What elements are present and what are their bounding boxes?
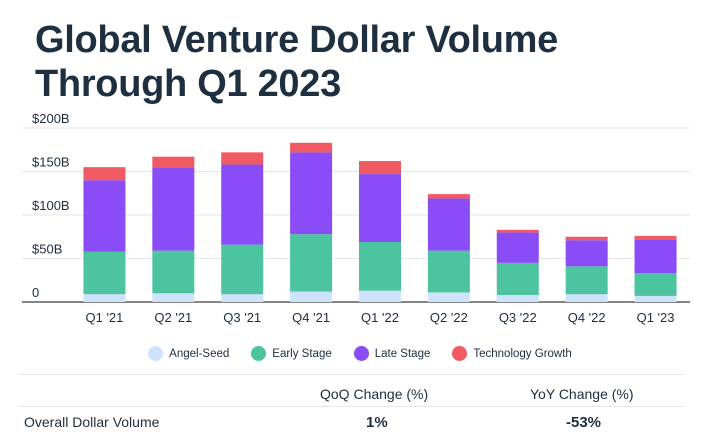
x-tick-label: Q3 '22 [499, 310, 537, 325]
y-axis-ticks: $200B $150B $100B $50B 0 [32, 111, 70, 300]
bar-segment-angel-seed [565, 294, 608, 302]
legend-item-early-stage: Early Stage [251, 346, 332, 361]
x-tick-label: Q4 '21 [292, 310, 330, 325]
legend-swatch-late-stage [353, 346, 369, 361]
y-tick-label: $50B [32, 242, 62, 257]
bar-segment-angel-seed [634, 295, 677, 302]
legend-label-angel-seed: Angel-Seed [169, 347, 230, 360]
legend-label-early-stage: Early Stage [272, 347, 332, 360]
legend-swatch-early-stage [251, 346, 267, 361]
bar-segment-late-stage [359, 174, 401, 242]
bar-segment-angel-seed [152, 293, 195, 302]
x-tick-label: Q2 '21 [154, 310, 192, 325]
x-tick-label: Q4 '22 [568, 310, 606, 325]
legend-swatch-technology-growth [452, 346, 468, 361]
table-row-label: Overall Dollar Volume [24, 414, 160, 430]
bar-segment-technology-growth [634, 235, 677, 240]
bar-segment-late-stage [427, 198, 470, 251]
bar-segment-technology-growth [427, 194, 470, 199]
x-tick-label: Q3 '21 [223, 310, 261, 325]
x-axis-ticks: Q1 '21 Q2 '21 Q3 '21 Q4 '21 Q1 '22 Q2 '22 Q3 '… [85, 310, 674, 325]
bar-segment-early-stage [152, 250, 195, 294]
y-tick-label: 0 [32, 285, 39, 300]
x-tick-label: Q1 '21 [85, 310, 123, 325]
bar-segment-early-stage [83, 251, 126, 295]
bar-segment-technology-growth [290, 142, 333, 153]
bar-segment-late-stage [565, 240, 608, 267]
bar-segment-early-stage [221, 244, 264, 295]
bar-segment-angel-seed [359, 290, 401, 302]
bar-segment-late-stage [83, 180, 126, 252]
table-value-qoq: 1% [366, 414, 388, 431]
bar-segment-early-stage [290, 234, 333, 292]
legend-item-angel-seed: Angel-Seed [148, 346, 229, 361]
table-value-yoy: -53% [566, 414, 602, 431]
chart-title: Global Venture Dollar Volume Through Q1 … [35, 19, 559, 105]
bar-segment-technology-growth [152, 156, 195, 169]
legend: Angel-Seed Early Stage Late Stage Techno… [0, 346, 720, 361]
table-header-yoy: YoY Change (%) [530, 386, 634, 402]
table-top-divider [18, 374, 684, 375]
legend-item-late-stage: Late Stage [353, 346, 431, 361]
bar-segment-technology-growth [496, 229, 539, 233]
table-header-qoq: QoQ Change (%) [320, 386, 429, 402]
bar-segment-late-stage [152, 168, 195, 251]
x-tick-label: Q2 '22 [430, 310, 468, 325]
bar-segment-late-stage [221, 164, 264, 245]
table-mid-divider [18, 406, 684, 407]
y-tick-label: $100B [32, 198, 70, 213]
legend-label-technology-growth: Technology Growth [473, 347, 572, 360]
bars [83, 142, 677, 302]
bar-segment-angel-seed [83, 294, 126, 302]
y-tick-label: $150B [32, 155, 70, 170]
bar-segment-early-stage [427, 250, 470, 293]
bar-segment-angel-seed [496, 295, 539, 302]
bar-segment-technology-growth [83, 167, 126, 181]
bar-segment-late-stage [496, 232, 539, 263]
bar-segment-technology-growth [221, 152, 264, 165]
bar-segment-angel-seed [290, 291, 333, 302]
bar-segment-early-stage [565, 266, 608, 295]
bar-segment-angel-seed [427, 292, 470, 302]
x-tick-label: Q1 '23 [637, 310, 675, 325]
y-tick-label: $200B [32, 111, 70, 126]
legend-swatch-angel-seed [148, 346, 164, 361]
bar-segment-early-stage [359, 241, 401, 291]
bar-segment-technology-growth [565, 236, 608, 241]
bar-segment-technology-growth [359, 161, 401, 175]
bar-segment-late-stage [290, 152, 333, 235]
x-tick-label: Q1 '22 [361, 310, 399, 325]
bar-segment-early-stage [634, 273, 677, 296]
bar-segment-angel-seed [221, 294, 264, 302]
legend-item-technology-growth: Technology Growth [452, 346, 572, 361]
legend-label-late-stage: Late Stage [374, 347, 431, 360]
bar-segment-early-stage [496, 262, 539, 296]
bar-segment-late-stage [634, 239, 677, 274]
